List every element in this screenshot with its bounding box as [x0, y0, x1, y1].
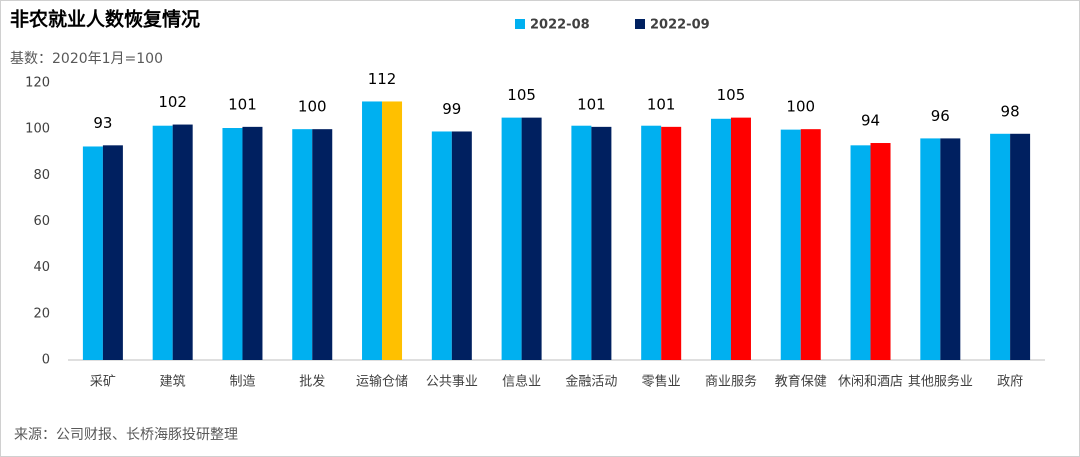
bar [292, 129, 313, 360]
x-tick-label: 建筑 [160, 374, 186, 390]
bar [990, 133, 1011, 360]
bar [451, 131, 472, 360]
x-tick-label: 制造 [229, 375, 255, 390]
bar [780, 129, 801, 360]
bar [102, 145, 123, 360]
bar [591, 126, 612, 360]
x-tick-label: 信息业 [502, 374, 541, 390]
bar [82, 146, 103, 360]
x-tick-label: 批发 [299, 374, 325, 390]
legend-swatch [515, 19, 525, 29]
source-note: 来源：公司财报、长桥海豚投研整理 [14, 427, 238, 443]
y-tick-label: 120 [25, 76, 50, 91]
y-tick-label: 100 [25, 122, 50, 137]
x-tick-label: 其他服务业 [908, 374, 973, 390]
bar [152, 125, 173, 361]
x-tick-label: 休闲和酒店 [838, 375, 903, 390]
bar [362, 101, 383, 360]
chart-title: 非农就业人数恢复情况 [10, 8, 200, 31]
bar [710, 118, 731, 360]
y-tick-label: 20 [33, 306, 50, 321]
x-tick-label: 商业服务 [705, 374, 757, 390]
data-label: 98 [1001, 102, 1020, 120]
x-tick-label: 金融活动 [565, 374, 617, 390]
data-label: 93 [93, 114, 112, 132]
x-tick-label: 公共事业 [426, 375, 478, 390]
bar [222, 128, 243, 360]
data-label: 105 [717, 86, 746, 104]
bar [1010, 133, 1031, 360]
x-tick-label: 教育保健 [775, 374, 827, 390]
bar [641, 125, 662, 361]
bar [800, 129, 821, 360]
x-tick-label: 政府 [997, 375, 1023, 390]
bar [431, 131, 452, 360]
legend-swatch [635, 19, 645, 29]
x-tick-label: 采矿 [90, 375, 116, 390]
y-tick-label: 80 [33, 168, 50, 183]
legend-label: 2022-09 [650, 18, 710, 33]
data-label: 105 [507, 86, 536, 104]
data-label: 96 [931, 107, 950, 125]
bar [730, 117, 751, 360]
bar [172, 124, 193, 360]
bar [382, 101, 403, 360]
bar [940, 138, 961, 360]
bar [521, 117, 542, 360]
data-label: 94 [861, 112, 880, 130]
bar [312, 129, 333, 360]
bar [920, 138, 941, 360]
bar [242, 126, 263, 360]
data-label: 99 [442, 100, 461, 118]
data-label: 102 [158, 93, 187, 111]
y-tick-label: 0 [42, 353, 50, 368]
data-label: 101 [647, 95, 676, 113]
data-label: 112 [368, 70, 397, 88]
data-label: 100 [298, 98, 327, 116]
y-tick-label: 60 [33, 214, 50, 229]
chart-subtitle: 基数：2020年1月=100 [10, 50, 163, 67]
y-tick-label: 40 [33, 260, 50, 275]
data-label: 101 [228, 95, 257, 113]
bar [501, 117, 522, 360]
data-label: 101 [577, 95, 606, 113]
legend-label: 2022-08 [530, 18, 590, 33]
x-tick-label: 零售业 [642, 374, 681, 390]
bar [850, 145, 871, 360]
data-label: 100 [786, 98, 815, 116]
bar [571, 125, 592, 361]
bar [870, 143, 891, 360]
x-tick-label: 运输仓储 [356, 374, 408, 390]
bar [661, 126, 682, 360]
